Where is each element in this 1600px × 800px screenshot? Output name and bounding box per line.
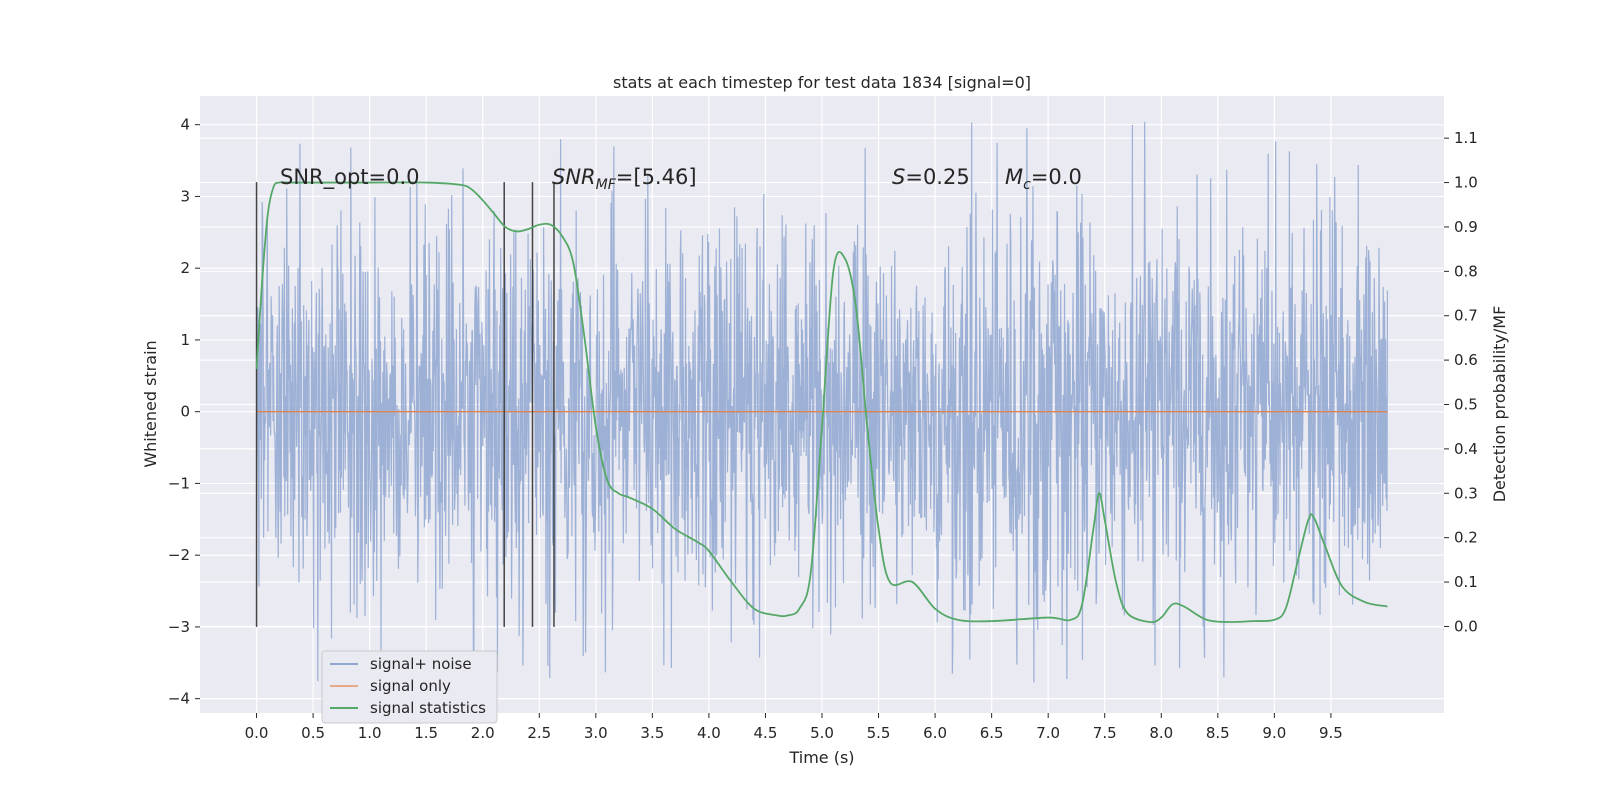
x-tick-label-12: 6.0	[923, 724, 947, 742]
y-left-tick-label-0: −4	[168, 690, 190, 708]
annotation-snr-mf-label: SNR	[552, 165, 596, 189]
y-right-tick-label-11: 1.1	[1454, 129, 1478, 147]
y-right-tick-label-5: 0.5	[1454, 396, 1478, 414]
y-right-tick-label-2: 0.2	[1454, 529, 1478, 547]
y-right-tick-label-7: 0.7	[1454, 307, 1478, 325]
x-tick-label-0: 0.0	[245, 724, 269, 742]
x-tick-labels: 0.0 0.5 1.0 1.5 2.0 2.5 3.0 3.5 4.0 4.5 5.0 5.5 6.0 6…	[245, 713, 1343, 742]
legend-label-signal-only: signal only	[370, 677, 451, 695]
x-tick-label-15: 7.5	[1093, 724, 1117, 742]
x-tick-label-14: 7.0	[1036, 724, 1060, 742]
annotation-s-value: =0.25	[905, 165, 969, 189]
y-right-tick-label-9: 0.9	[1454, 218, 1478, 236]
y-right-tick-label-6: 0.6	[1454, 351, 1478, 369]
y-left-tick-label-2: −2	[168, 546, 190, 564]
y-left-tick-label-5: 1	[180, 331, 190, 349]
y-left-tick-labels: −4 −3 −2 −1 0 1 2 3 4	[168, 116, 200, 708]
y-right-tick-label-10: 1.0	[1454, 174, 1478, 192]
annotation-mc-label: M	[1005, 165, 1023, 189]
x-tick-label-10: 5.0	[810, 724, 834, 742]
y-left-tick-label-6: 2	[180, 259, 190, 277]
y-left-axis-label: Whitened strain	[141, 340, 160, 467]
x-tick-label-3: 1.5	[414, 724, 438, 742]
x-tick-label-17: 8.5	[1206, 724, 1230, 742]
legend-label-signal-noise: signal+ noise	[370, 655, 472, 673]
x-tick-label-18: 9.0	[1262, 724, 1286, 742]
chart-title: stats at each timestep for test data 183…	[613, 73, 1031, 92]
vertical-markers	[255, 182, 555, 627]
y-left-tick-label-7: 3	[180, 187, 190, 205]
y-left-tick-label-3: −1	[168, 474, 190, 492]
legend-label-signal-statistics: signal statistics	[370, 699, 486, 717]
y-right-tick-label-3: 0.3	[1454, 484, 1478, 502]
annotation-mc: Mc=0.0	[1005, 165, 1082, 193]
x-tick-label-1: 0.5	[301, 724, 325, 742]
x-tick-label-11: 5.5	[867, 724, 891, 742]
signal-statistics-line	[255, 181, 1388, 624]
y-right-tick-label-4: 0.4	[1454, 440, 1478, 458]
y-left-tick-label-1: −3	[168, 618, 190, 636]
annotation-snr-mf: SNRMF=[5.46]	[552, 165, 697, 193]
x-tick-label-13: 6.5	[980, 724, 1004, 742]
y-left-tick-label-8: 4	[180, 116, 190, 134]
annotation-snr-opt: SNR_opt=0.0	[280, 165, 420, 190]
annotation-mc-value: =0.0	[1031, 165, 1082, 189]
x-axis-label: Time (s)	[788, 748, 854, 767]
y-right-tick-label-1: 0.1	[1454, 573, 1478, 591]
x-tick-label-19: 9.5	[1319, 724, 1343, 742]
x-tick-label-6: 3.0	[584, 724, 608, 742]
x-tick-label-7: 3.5	[640, 724, 664, 742]
annotation-snr-mf-value: =[5.46]	[616, 165, 697, 189]
annotation-mc-sub: c	[1023, 177, 1031, 193]
y-right-tick-label-0: 0.0	[1454, 617, 1478, 635]
y-right-tick-label-8: 0.8	[1454, 262, 1478, 280]
annotation-s-label: S	[892, 165, 905, 189]
y-right-tick-labels: 0.0 0.1 0.2 0.3 0.4 0.5 0.6 0.7 0.8 0.9 1.0 1.1	[1444, 129, 1478, 635]
x-tick-label-5: 2.5	[527, 724, 551, 742]
legend-box	[321, 650, 498, 724]
x-tick-label-2: 1.0	[358, 724, 382, 742]
signal-noise-trace	[255, 121, 1389, 683]
y-left-tick-label-4: 0	[180, 403, 190, 421]
annotation-snr-mf-sub: MF	[596, 177, 617, 193]
signal-noise-series	[255, 121, 1389, 683]
x-tick-label-16: 8.0	[1149, 724, 1173, 742]
y-right-axis-label: Detection probability/MF	[1490, 306, 1509, 503]
x-tick-label-4: 2.0	[471, 724, 495, 742]
x-tick-label-9: 4.5	[754, 724, 778, 742]
annotation-s: S=0.25	[892, 165, 970, 189]
x-tick-label-8: 4.0	[697, 724, 721, 742]
legend: signal+ noise signal only signal statist…	[321, 650, 498, 724]
